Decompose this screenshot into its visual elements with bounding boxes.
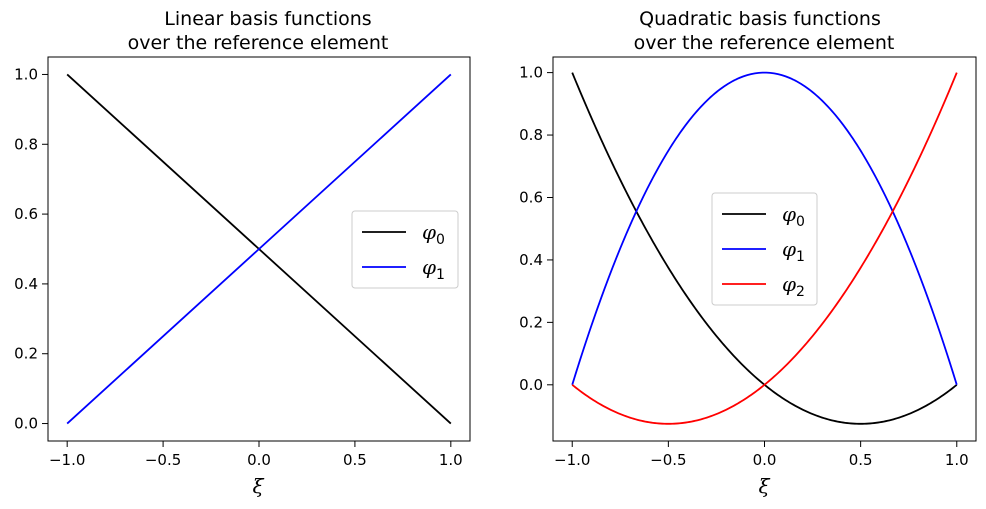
x-axis-ticks: −1.0 −0.5 0.0 0.5 1.0: [554, 441, 969, 469]
series-layer: [571, 71, 958, 425]
y-tick-label: 0.6: [14, 205, 38, 223]
legend-label-phi-2: φ2: [782, 272, 805, 300]
y-tick-label: 0.4: [519, 251, 543, 269]
linear-basis-chart: Linear basis functions over the referenc…: [14, 8, 471, 498]
x-axis-ticks: −1.0 −0.5 0.0 0.5 1.0: [49, 441, 463, 469]
legend-label-phi-0: φ0: [422, 220, 445, 248]
legend-label-phi-0: φ0: [782, 202, 805, 230]
legend-box: [351, 210, 459, 289]
x-tick-label: 0.5: [849, 451, 873, 469]
x-tick-label: −0.5: [145, 451, 181, 469]
x-tick-label: 0.0: [247, 451, 271, 469]
x-axis-label: ξ: [252, 474, 264, 498]
chart-title-line-2: over the reference element: [128, 32, 389, 54]
x-tick-label: −1.0: [554, 451, 590, 469]
x-axis-label: ξ: [758, 474, 770, 498]
y-tick-label: 1.0: [519, 64, 543, 82]
x-tick-label: 0.0: [753, 451, 777, 469]
y-tick-label: 0.8: [519, 126, 543, 144]
legend-label-phi-1: φ1: [782, 237, 805, 265]
chart-title-line-1: Linear basis functions: [164, 8, 371, 30]
chart-title-line-1: Quadratic basis functions: [639, 8, 881, 30]
y-tick-label: 1.0: [14, 65, 38, 83]
y-tick-label: 0.2: [14, 345, 38, 363]
y-axis-ticks: 0.0 0.2 0.4 0.6 0.8 1.0: [14, 65, 48, 433]
x-tick-label: −1.0: [49, 451, 85, 469]
y-tick-label: 0.0: [519, 376, 543, 394]
series-layer: [66, 73, 452, 425]
y-tick-label: 0.6: [519, 188, 543, 206]
quadratic-basis-chart: Quadratic basis functions over the refer…: [519, 8, 977, 498]
y-tick-label: 0.0: [14, 415, 38, 433]
x-tick-label: −0.5: [650, 451, 686, 469]
y-tick-label: 0.2: [519, 313, 543, 331]
y-tick-label: 0.8: [14, 135, 38, 153]
x-tick-label: 1.0: [945, 451, 969, 469]
legend-label-phi-1: φ1: [422, 255, 445, 283]
y-tick-label: 0.4: [14, 275, 38, 293]
x-tick-label: 0.5: [343, 451, 367, 469]
chart-title-line-2: over the reference element: [634, 32, 895, 54]
series-line-phi-2: [571, 72, 958, 425]
x-tick-label: 1.0: [439, 451, 463, 469]
y-axis-ticks: 0.0 0.2 0.4 0.6 0.8 1.0: [519, 64, 553, 394]
legend: φ0 φ1 φ2: [711, 192, 818, 306]
series-line-phi-1: [66, 73, 452, 425]
